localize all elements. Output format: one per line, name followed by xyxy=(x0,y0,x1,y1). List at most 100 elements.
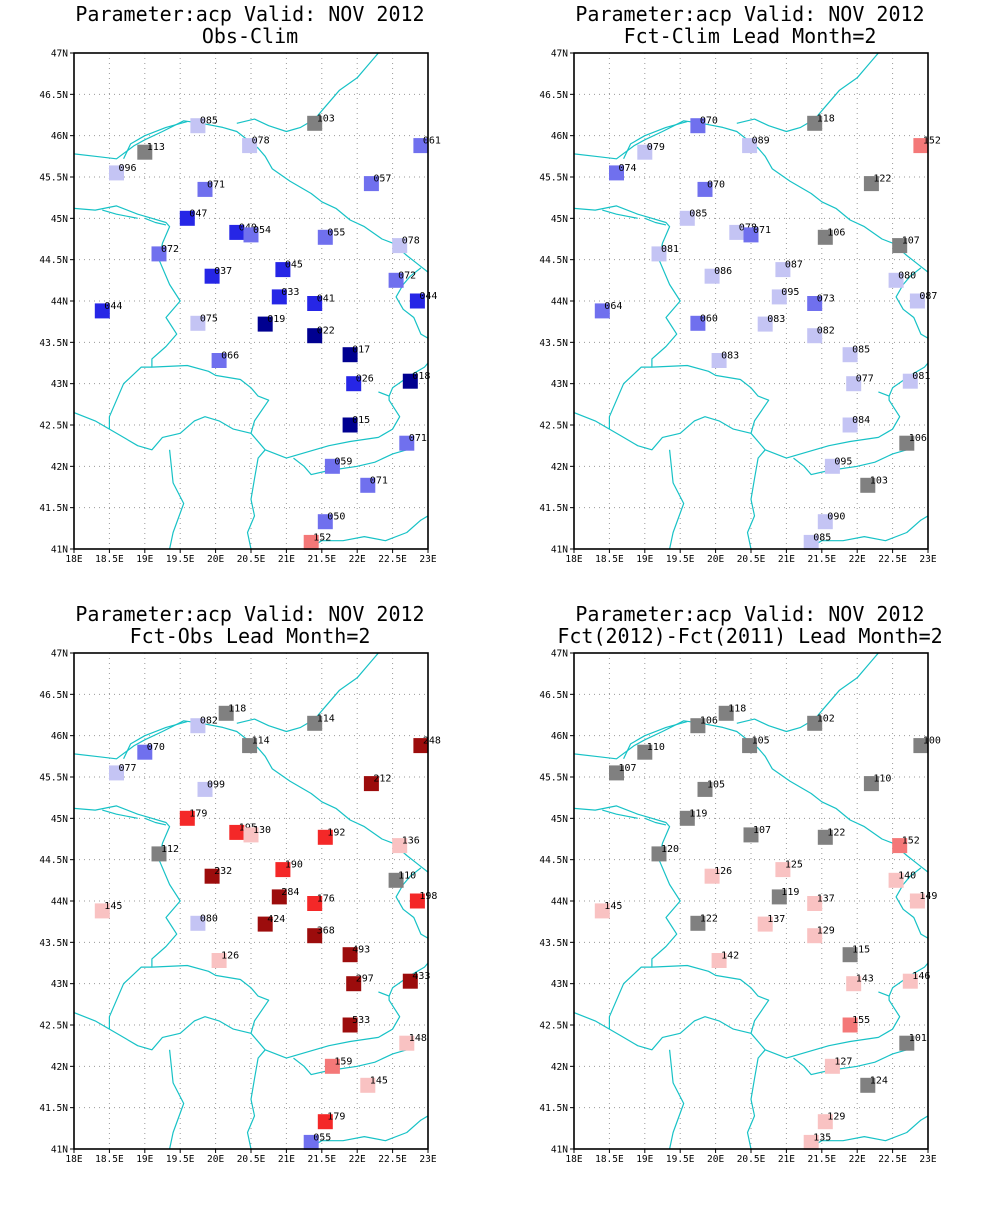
station-value: 145 xyxy=(104,901,122,912)
station: 120 xyxy=(651,844,679,862)
station-square xyxy=(909,293,925,309)
station: 075 xyxy=(190,313,218,331)
station-square xyxy=(807,115,823,131)
station: 070 xyxy=(137,742,165,760)
station-value: 082 xyxy=(200,716,218,727)
station-square xyxy=(388,272,404,288)
station-square xyxy=(243,827,259,843)
boundary-line xyxy=(878,391,890,397)
station-square xyxy=(704,268,720,284)
station-value: 071 xyxy=(409,433,427,444)
station: 073 xyxy=(807,294,835,311)
station-value: 077 xyxy=(856,374,874,385)
station-value: 124 xyxy=(870,1075,888,1086)
station-square xyxy=(902,373,918,389)
station-value: 179 xyxy=(189,808,207,819)
station-square xyxy=(271,289,287,305)
station: 100 xyxy=(913,736,941,754)
station: 122 xyxy=(690,913,718,931)
boundary-line xyxy=(793,449,907,476)
station-square xyxy=(690,718,706,734)
station: 115 xyxy=(842,945,870,963)
station-square xyxy=(151,246,167,262)
station-value: 110 xyxy=(873,774,891,785)
station-square xyxy=(179,210,195,226)
station: 070 xyxy=(690,116,718,134)
lat-tick-label: 46.5N xyxy=(539,690,568,701)
lon-tick-label: 22.5E xyxy=(378,1154,407,1165)
station-square xyxy=(846,976,862,992)
station-square xyxy=(229,824,245,840)
boundary-line xyxy=(108,366,152,430)
station-value: 106 xyxy=(700,716,718,727)
station: 074 xyxy=(609,163,637,181)
station: 050 xyxy=(317,512,345,530)
lat-tick-label: 42.5N xyxy=(539,1021,568,1032)
lat-tick-label: 44.5N xyxy=(39,855,68,866)
boundary-line xyxy=(574,1012,681,1051)
station: 106 xyxy=(817,227,845,245)
station: 122 xyxy=(817,827,845,845)
station-square xyxy=(888,872,904,888)
station: 017 xyxy=(342,345,370,363)
boundary-line xyxy=(179,1016,252,1034)
station-square xyxy=(742,738,758,754)
station: 152 xyxy=(913,136,941,154)
lat-tick-label: 46.5N xyxy=(39,90,68,101)
lat-tick-label: 47N xyxy=(551,649,568,660)
lon-tick-label: 22E xyxy=(849,1154,866,1165)
panel-subtitle: Fct(2012)-Fct(2011) Lead Month=2 xyxy=(557,624,942,648)
station-square xyxy=(807,928,823,944)
station-square xyxy=(342,1017,358,1033)
lat-tick-label: 44N xyxy=(551,897,568,908)
boundary-line xyxy=(378,991,390,997)
panel-title: Parameter:acp Valid: NOV 2012 xyxy=(75,602,424,626)
station: 047 xyxy=(179,208,207,226)
lat-tick-label: 42N xyxy=(551,1062,568,1073)
station: 179 xyxy=(179,808,207,826)
station-value: 101 xyxy=(909,1033,927,1044)
station: 037 xyxy=(204,266,232,284)
station: 145 xyxy=(94,901,122,919)
station: 078 xyxy=(392,236,420,254)
station: 018 xyxy=(402,371,430,389)
station: 099 xyxy=(197,779,225,797)
station: 137 xyxy=(807,894,835,911)
boundary-line xyxy=(623,121,688,160)
station: 085 xyxy=(190,116,218,134)
station: 107 xyxy=(892,236,920,254)
station-value: 122 xyxy=(827,827,845,838)
station: 110 xyxy=(863,774,891,792)
lat-tick-label: 44.5N xyxy=(539,255,568,266)
station-square xyxy=(197,781,213,797)
station: 096 xyxy=(109,163,137,181)
station: 159 xyxy=(324,1056,352,1074)
station-value: 107 xyxy=(619,763,637,774)
station-square xyxy=(899,435,915,451)
station-square xyxy=(317,229,333,245)
station-markers: 0851031130780610960710570470400540550780… xyxy=(94,113,441,550)
station: 083 xyxy=(757,314,785,332)
lat-tick-label: 44N xyxy=(51,297,68,308)
lat-tick-label: 47N xyxy=(51,49,68,60)
station-square xyxy=(803,534,819,550)
station: 103 xyxy=(860,475,888,493)
boundary-line xyxy=(793,1049,907,1076)
station-value: 126 xyxy=(714,866,732,877)
station-square xyxy=(711,953,727,968)
station-value: 022 xyxy=(317,326,335,337)
station-value: 078 xyxy=(252,136,270,147)
station: 124 xyxy=(860,1075,888,1093)
lon-tick-label: 22E xyxy=(849,554,866,565)
station-square xyxy=(342,947,358,963)
station-square xyxy=(651,246,667,262)
lat-tick-label: 47N xyxy=(51,649,68,660)
station-square xyxy=(902,973,918,989)
station-square xyxy=(190,718,206,734)
station-value: 099 xyxy=(207,779,225,790)
lon-tick-label: 20.5E xyxy=(737,554,766,565)
station-square xyxy=(771,889,787,905)
station-value: 037 xyxy=(214,266,232,277)
station: 055 xyxy=(317,227,345,245)
